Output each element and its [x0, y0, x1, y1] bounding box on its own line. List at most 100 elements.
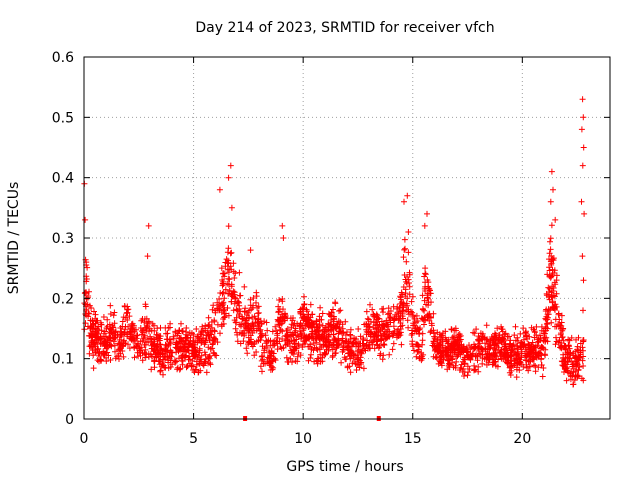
x-tick-label: 0: [80, 431, 89, 447]
data-point: [120, 353, 127, 360]
data-point: [543, 334, 550, 341]
data-point: [398, 341, 405, 348]
data-point: [495, 356, 502, 363]
data-point: [103, 358, 110, 365]
data-point: [493, 343, 500, 350]
data-point: [451, 327, 458, 334]
data-point: [464, 372, 471, 379]
data-point: [546, 267, 553, 274]
data-point: [507, 337, 514, 344]
data-point: [392, 311, 399, 318]
data-point: [380, 322, 387, 329]
data-point: [313, 317, 320, 324]
data-point: [532, 363, 539, 369]
data-point: [322, 351, 329, 357]
data-point: [319, 310, 326, 317]
data-point: [111, 320, 118, 327]
data-point: [211, 328, 218, 335]
data-point: [538, 343, 545, 350]
data-point: [393, 305, 400, 312]
data-point: [198, 329, 205, 336]
data-point: [444, 357, 451, 364]
data-point: [335, 330, 342, 337]
data-point: [191, 369, 198, 376]
data-point: [86, 288, 92, 295]
data-point: [310, 320, 317, 327]
data-point: [512, 337, 519, 344]
data-point: [386, 328, 393, 335]
data-point: [511, 332, 518, 339]
data-point: [244, 350, 251, 357]
data-point: [283, 327, 290, 334]
data-point: [370, 312, 377, 319]
data-point: [477, 351, 484, 358]
data-point: [458, 348, 465, 355]
data-point: [353, 367, 360, 373]
data-point: [167, 340, 174, 347]
data-point: [548, 168, 555, 175]
data-point: [382, 334, 389, 340]
data-point: [329, 346, 336, 353]
data-point: [552, 341, 559, 348]
data-point: [494, 325, 501, 332]
data-point: [292, 358, 299, 364]
data-point: [422, 271, 429, 278]
data-point: [578, 198, 585, 205]
data-point: [449, 359, 456, 366]
data-point: [559, 327, 566, 334]
data-point: [305, 322, 311, 329]
data-point: [575, 347, 582, 354]
data-point: [235, 298, 242, 305]
data-point: [225, 312, 232, 319]
data-point: [131, 354, 138, 361]
data-point: [431, 335, 438, 342]
data-point: [444, 351, 450, 358]
data-point: [578, 126, 585, 133]
data-point: [403, 258, 410, 265]
data-point: [501, 354, 508, 360]
data-point: [431, 347, 438, 354]
data-point: [81, 290, 88, 297]
data-point: [332, 300, 339, 307]
data-point: [134, 345, 141, 352]
data-point: [122, 340, 129, 347]
data-point: [254, 304, 261, 311]
data-point: [307, 301, 314, 308]
data-point: [390, 340, 397, 347]
data-point: [203, 369, 210, 376]
data-point: [564, 359, 571, 366]
data-point: [534, 342, 541, 349]
data-point: [419, 292, 426, 299]
data-point: [522, 350, 528, 357]
data-point: [470, 329, 477, 336]
data-point: [86, 350, 93, 357]
data-point: [219, 290, 226, 297]
data-point: [273, 327, 280, 334]
data-point: [236, 299, 242, 306]
data-point: [264, 327, 271, 334]
data-point: [354, 340, 361, 347]
data-point: [124, 317, 131, 323]
data-point: [90, 365, 97, 372]
data-point: [330, 326, 336, 332]
data-point: [282, 313, 289, 319]
data-point: [547, 238, 553, 245]
data-point: [413, 353, 420, 360]
data-point: [154, 325, 161, 332]
data-point: [226, 276, 233, 283]
data-point: [363, 308, 370, 315]
data-point: [494, 363, 501, 370]
data-point: [192, 347, 199, 353]
data-point: [275, 303, 282, 310]
data-point: [547, 274, 554, 281]
data-point: [395, 333, 402, 339]
data-point: [580, 277, 587, 284]
data-point: [426, 317, 433, 324]
data-point: [173, 358, 179, 365]
data-point: [438, 332, 445, 339]
data-point: [536, 349, 543, 356]
data-point: [170, 333, 177, 340]
data-point: [497, 349, 504, 356]
data-point: [465, 369, 472, 376]
data-point: [94, 357, 101, 364]
